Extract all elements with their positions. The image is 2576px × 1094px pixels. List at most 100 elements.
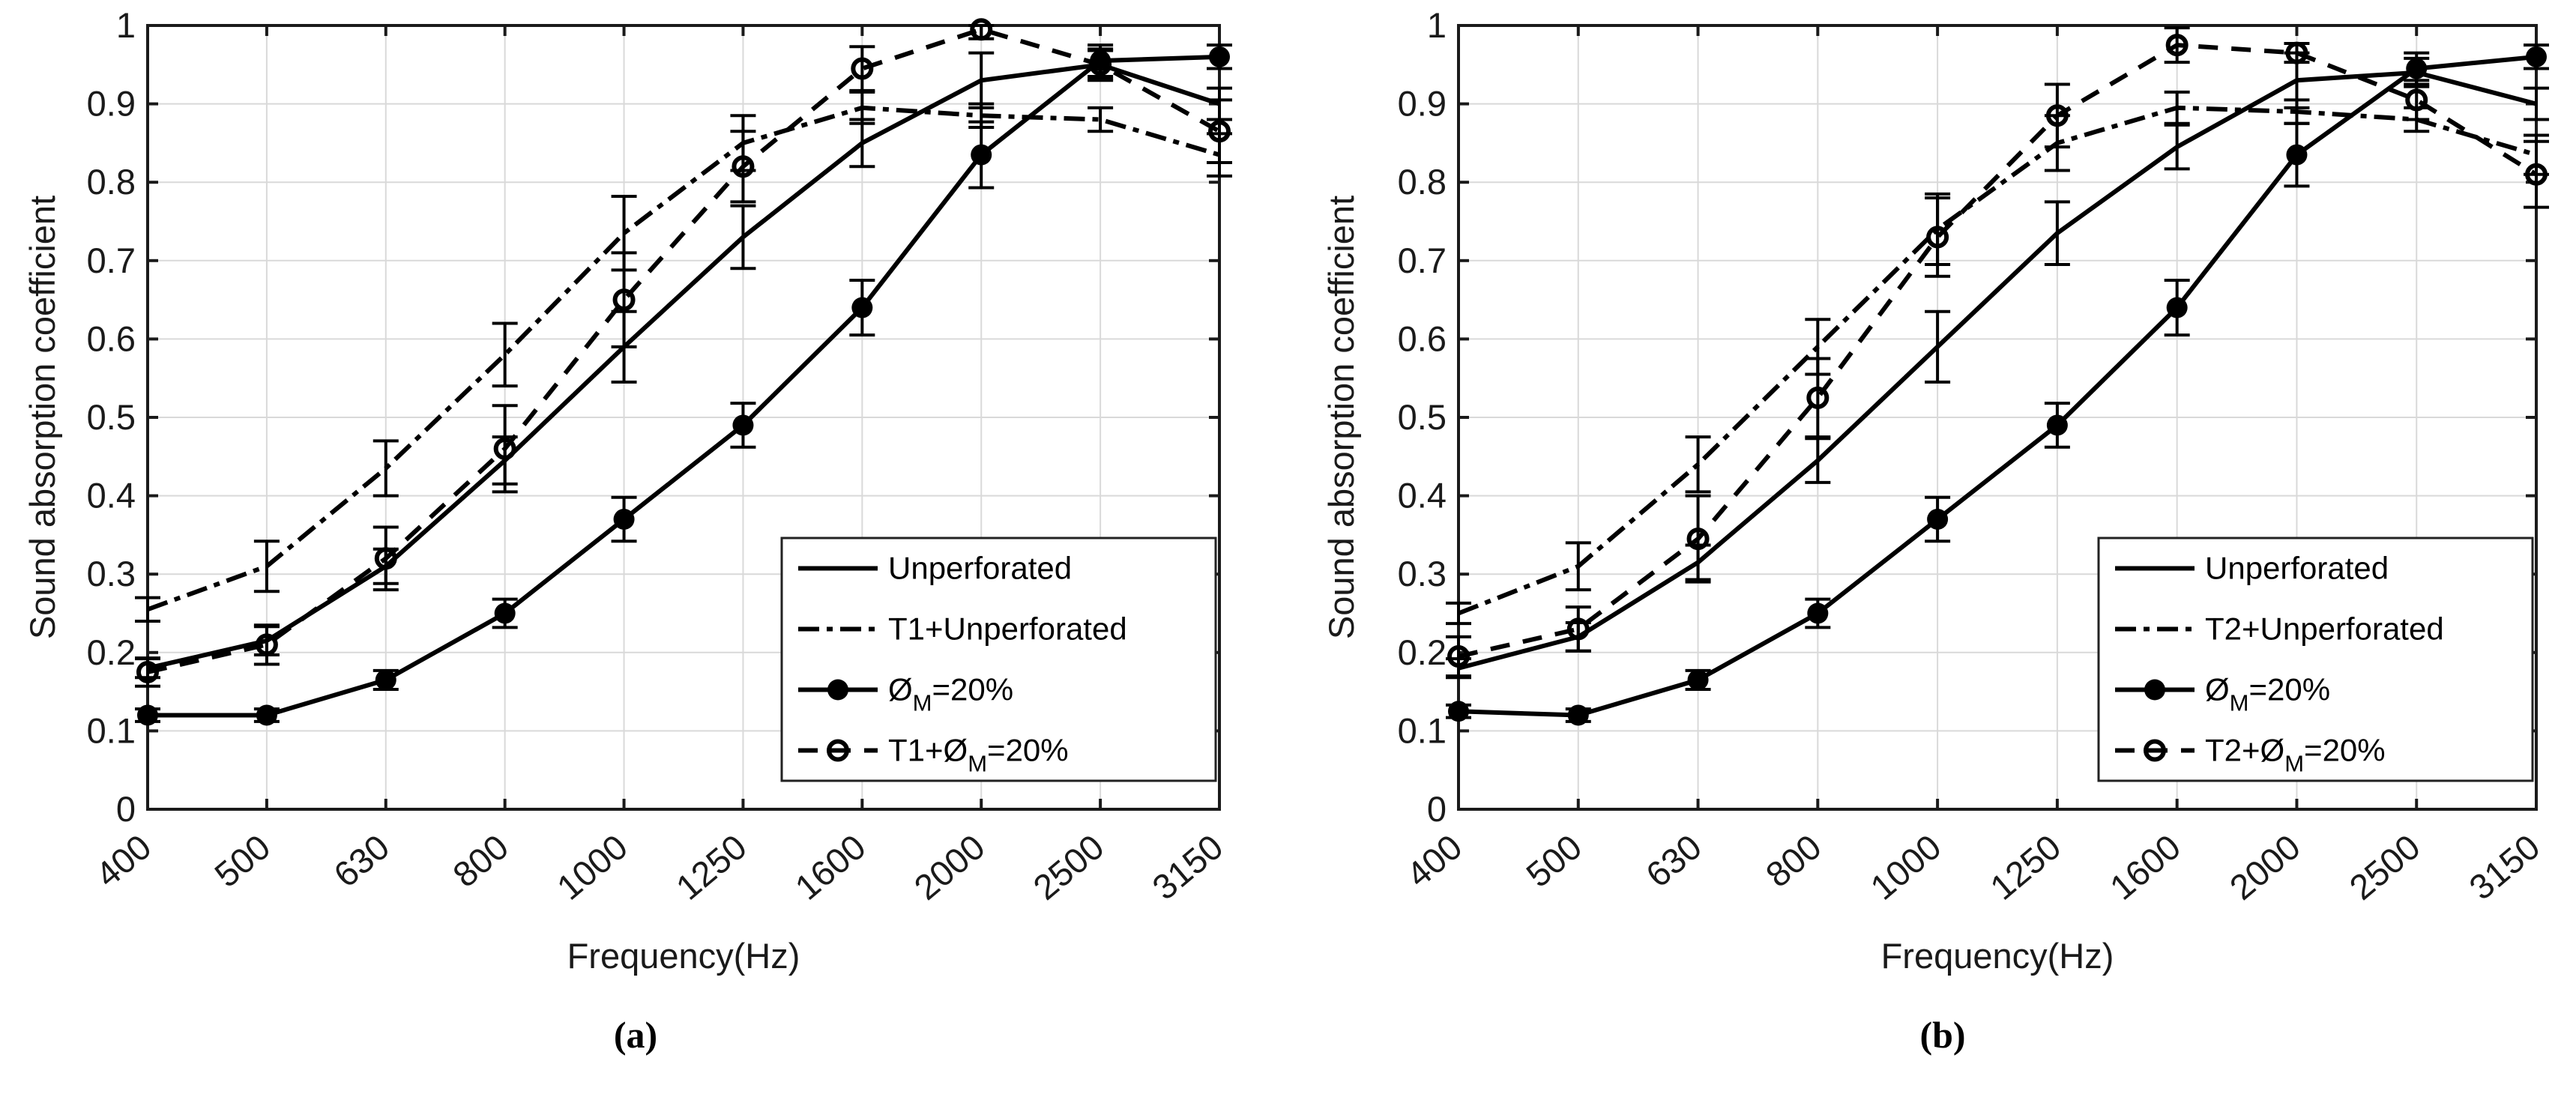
x-tick-label: 2000 (2222, 826, 2308, 907)
legend-item-t1-unperforated: T1+Unperforated (798, 611, 1127, 647)
x-tick-label: 3150 (1144, 826, 1230, 907)
series-m-20 (137, 46, 1230, 726)
y-tick-label: 0.5 (87, 397, 136, 437)
data-point-marker (1807, 602, 1829, 624)
x-tick-label: 2500 (1025, 826, 1111, 907)
legend-box (780, 537, 1217, 782)
data-point-marker (494, 602, 516, 624)
legend: Unperforated T2+Unperforated ØM=20% T2+ØM=2… (2097, 537, 2534, 782)
data-point-marker (1806, 386, 1830, 409)
data-point-marker (612, 288, 636, 312)
data-point-marker (2526, 46, 2547, 67)
data-point-marker (136, 660, 159, 683)
y-tick-label: 0.4 (1398, 476, 1447, 516)
data-point-marker (375, 669, 396, 691)
x-tick-label: 400 (88, 826, 158, 895)
legend-label: Unperforated (888, 551, 1072, 586)
x-tick-label: 1600 (788, 826, 873, 907)
axes-frame (146, 24, 1221, 811)
y-tick-label: 0 (1427, 789, 1447, 829)
panel-a: 0 0.1 0.2 0.3 0.4 0.5 0.6 0.7 0.8 0.9 1 400 500 630 80… (22, 5, 1232, 1056)
y-tick-label: 0.1 (1398, 710, 1447, 750)
legend-label: T2+Unperforated (2205, 611, 2444, 647)
y-tick-label: 0.9 (87, 84, 136, 124)
series-t1-unperforated (146, 105, 1220, 612)
data-point-marker (1566, 617, 1590, 641)
y-tick-label: 0 (116, 789, 136, 829)
data-point-marker (1208, 120, 1231, 143)
series-m-20 (1448, 46, 2547, 726)
data-point-marker (256, 704, 277, 726)
legend-label: ØM=20% (888, 672, 1013, 716)
x-tick-label: 800 (1758, 826, 1829, 895)
y-tick-label: 0.1 (87, 710, 136, 750)
series-t2-m-20 (1447, 34, 2548, 668)
x-tick-label: 1250 (1982, 826, 2068, 907)
y-tick-label: 0.3 (87, 554, 136, 593)
data-point-marker (1686, 528, 1710, 551)
data-point-marker (613, 508, 635, 530)
x-tick-label: 1000 (1862, 826, 1948, 907)
x-tick-label: 1250 (669, 826, 754, 907)
data-point-marker (851, 57, 874, 80)
x-tick-label: 500 (1518, 826, 1589, 895)
data-point-marker (137, 704, 158, 726)
data-point-marker (1089, 53, 1112, 76)
y-tick-label: 1 (116, 5, 136, 45)
legend-box (2097, 537, 2534, 782)
data-point-marker (1687, 669, 1709, 691)
x-axis-label-a: Frequency(Hz) (567, 936, 800, 976)
panel-caption-b: (b) (1919, 1014, 1966, 1056)
legend-marker-filled-circle-icon (2144, 679, 2165, 701)
x-tick-label: 400 (1399, 826, 1469, 895)
chart-a-canvas: 0 0.1 0.2 0.3 0.4 0.5 0.6 0.7 0.8 0.9 1 400 500 630 80… (87, 5, 1232, 907)
legend-label: T1+ØM=20% (888, 733, 1069, 777)
y-axis-label-a: Sound absorption coefficient (22, 195, 62, 640)
legend-label: T2+ØM=20% (2205, 733, 2386, 777)
data-point-marker (2285, 41, 2308, 64)
y-tick-label: 0.2 (1398, 632, 1447, 672)
data-point-marker (1448, 701, 1469, 722)
legend-label: Unperforated (2205, 551, 2389, 586)
data-point-marker (2165, 34, 2189, 57)
x-tick-label: 630 (326, 826, 396, 895)
data-point-marker (2166, 297, 2188, 318)
legend-item-t2-unperforated: T2+Unperforated (2115, 611, 2444, 647)
data-point-marker (1926, 226, 1949, 249)
x-axis-label-b: Frequency(Hz) (1880, 936, 2114, 976)
data-point-marker (255, 633, 278, 656)
y-tick-label: 0.5 (1398, 397, 1447, 437)
legend-item-unperforated: Unperforated (798, 551, 1072, 586)
x-tick-label: 500 (207, 826, 277, 895)
x-tick-label: 2500 (2341, 826, 2427, 907)
series-t1-m-20 (136, 18, 1231, 683)
legend-marker-open-circle-icon (2144, 739, 2166, 762)
y-tick-label: 0.6 (87, 318, 136, 358)
data-point-marker (2045, 104, 2069, 127)
x-tick-label: 2000 (906, 826, 992, 907)
data-point-marker (851, 297, 873, 318)
x-tick-label: 1600 (2102, 826, 2188, 907)
legend-label: ØM=20% (2205, 672, 2330, 716)
y-tick-label: 0.7 (87, 241, 136, 280)
legend-item-t2-m-20: T2+ØM=20% (2115, 733, 2386, 777)
legend-marker-open-circle-icon (827, 739, 849, 762)
data-point-marker (1567, 704, 1589, 726)
data-point-marker (1209, 46, 1230, 67)
data-point-marker (2525, 163, 2548, 186)
legend-marker-filled-circle-icon (827, 679, 848, 701)
legend-item-t1-m-20: T1+ØM=20% (798, 733, 1069, 777)
data-point-marker (374, 547, 397, 570)
panel-b: 0 0.1 0.2 0.3 0.4 0.5 0.6 0.7 0.8 0.9 1 400 500 630 80… (1288, 0, 2576, 1094)
panel-caption-a: (a) (613, 1014, 658, 1056)
chart-b-canvas: 0 0.1 0.2 0.3 0.4 0.5 0.6 0.7 0.8 0.9 1 400 500 630 80… (1398, 5, 2549, 907)
data-point-marker (2406, 58, 2428, 79)
y-tick-label: 0.4 (87, 476, 136, 516)
data-point-marker (732, 414, 754, 436)
y-axis-label-b: Sound absorption coefficient (1321, 195, 1361, 640)
x-tick-label: 800 (445, 826, 516, 895)
legend-item-m-20: ØM=20% (798, 672, 1013, 716)
x-tick-label: 630 (1638, 826, 1709, 895)
y-tick-label: 0.2 (87, 632, 136, 672)
